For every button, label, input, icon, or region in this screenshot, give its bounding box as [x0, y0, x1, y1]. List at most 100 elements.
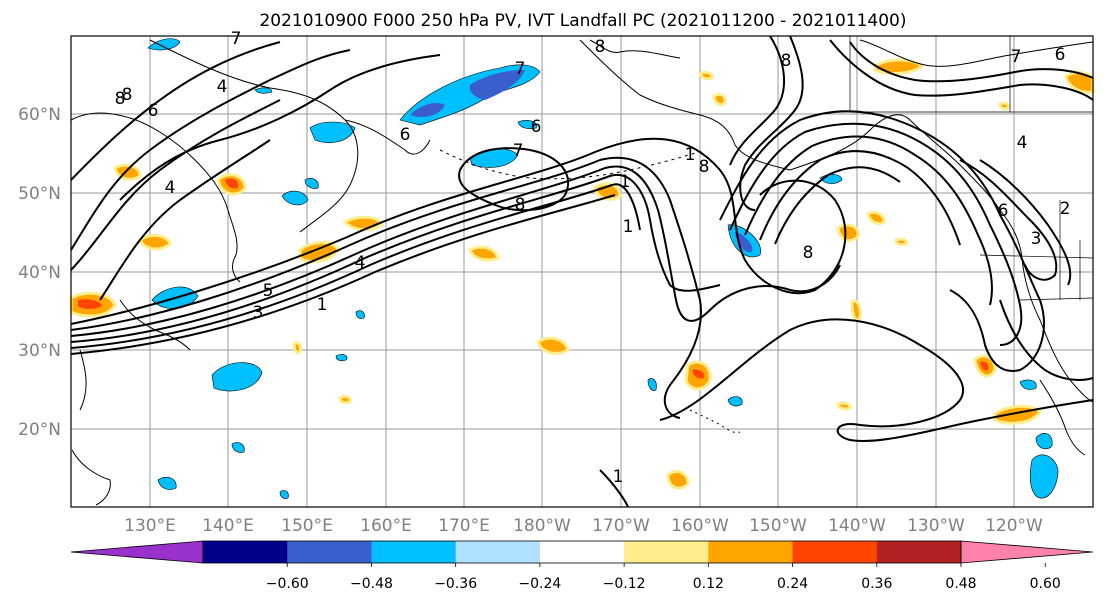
contour-line [70, 99, 281, 271]
shade-blob [727, 396, 743, 407]
lon-label: 160°W [671, 516, 729, 536]
lat-label: 20°N [18, 420, 61, 440]
shade-blob [292, 341, 302, 354]
shade-blob [692, 369, 705, 379]
colorbar-tick-label: 0.36 [861, 576, 892, 592]
shade-blob [78, 299, 102, 309]
coastline-asia [70, 112, 241, 283]
colorbar-tick-label: −0.36 [434, 576, 477, 592]
coastline-north-america [999, 209, 1094, 403]
lon-label: 150°W [749, 516, 807, 536]
shade-blob [211, 362, 263, 392]
shade-blob [836, 223, 860, 243]
shade-blob [231, 442, 245, 453]
lon-label: 130°E [124, 516, 176, 536]
colorbar-segment [70, 540, 204, 564]
contour-label: 7 [1011, 47, 1022, 67]
contour-label: 3 [253, 303, 264, 323]
coastline-alaska-south [789, 114, 1001, 211]
shade-blob [866, 210, 886, 226]
colorbar-segment [960, 540, 1094, 564]
lon-label: 180°W [513, 516, 571, 536]
contour-line [959, 159, 1058, 281]
contour-label: 8 [803, 243, 814, 263]
contour-line [70, 137, 847, 325]
shade-blob [157, 476, 177, 490]
colorbar-segment [371, 541, 457, 563]
shade-blob [335, 354, 348, 362]
contour-line [774, 166, 901, 245]
colorbar-tick-label: 0.60 [1030, 576, 1061, 592]
contour-line [99, 139, 271, 301]
shade-blob [836, 401, 852, 411]
shade-blob [138, 233, 172, 251]
map-gridlines [71, 36, 1093, 507]
figure-title: 2021010900 F000 250 hPa PV, IVT Landfall… [259, 11, 906, 31]
shade-blob [1019, 379, 1037, 390]
lon-label: 140°E [202, 516, 254, 536]
coastline-ryukyu [71, 449, 111, 506]
coastline-baja [1039, 379, 1086, 456]
shade-blob [980, 361, 989, 371]
lat-label: 40°N [18, 263, 61, 283]
shade-blob [517, 120, 538, 130]
colorbar [70, 540, 1094, 567]
shade-blob [147, 38, 181, 51]
contour-label: 8 [122, 85, 133, 105]
colorbar-segment [876, 541, 962, 563]
contour-line [70, 165, 841, 337]
colorbar-tick-label: −0.60 [266, 576, 309, 592]
contour-label: 1 [623, 217, 634, 237]
state-borders [849, 36, 1094, 301]
shade-blob [698, 70, 714, 81]
colorbar-segment [624, 541, 709, 563]
colorbar-tick-label: −0.12 [603, 576, 646, 592]
colorbar-outline [202, 540, 962, 564]
contour-line [739, 35, 804, 211]
latitude-labels: 60°N 50°N 40°N 30°N 20°N [18, 105, 61, 440]
contour-label: 6 [148, 101, 159, 121]
lat-label: 60°N [18, 105, 61, 125]
contour-line [70, 194, 616, 355]
coastline-japan-south [79, 349, 87, 411]
shade-blob [735, 232, 753, 253]
contour-label: 7 [231, 29, 242, 49]
coastline-kamchatka [344, 119, 431, 155]
shade-blob [873, 58, 925, 75]
coastlines [70, 36, 1094, 506]
shade-blob [338, 394, 352, 405]
shade-blob [666, 470, 690, 490]
lat-label: 30°N [18, 341, 61, 361]
contour-label: 7 [515, 59, 526, 79]
coastline-bering [589, 39, 681, 59]
colorbar-segment [455, 541, 541, 563]
contour-label: 1 [613, 467, 624, 487]
coastline-okhotsk [149, 39, 359, 233]
contour-line [70, 156, 702, 419]
contour-line [458, 147, 570, 212]
colorbar-segment [708, 541, 794, 563]
contour-line [119, 54, 441, 201]
shade-blob [850, 299, 862, 322]
shade-blob [712, 92, 727, 106]
shade-blob [468, 245, 500, 262]
colorbar-segment [203, 541, 288, 563]
contour-label: 3 [1031, 229, 1042, 249]
contour-label: 2 [1060, 199, 1071, 219]
lon-label: 150°E [281, 516, 333, 536]
shade-blob [1029, 454, 1059, 499]
contour-label: 1 [620, 172, 631, 192]
shade-blob [1035, 433, 1053, 450]
pv-shading [69, 38, 1095, 499]
contour-line [729, 122, 1023, 346]
shade-blob [469, 70, 525, 100]
contour-line [599, 469, 629, 508]
contour-label: 1 [317, 295, 328, 315]
contour-line [70, 49, 351, 251]
contour-label: 4 [217, 77, 228, 97]
coastline-canada-north [859, 39, 1094, 67]
contour-label: 8 [781, 51, 792, 71]
contour-line [829, 39, 1094, 101]
